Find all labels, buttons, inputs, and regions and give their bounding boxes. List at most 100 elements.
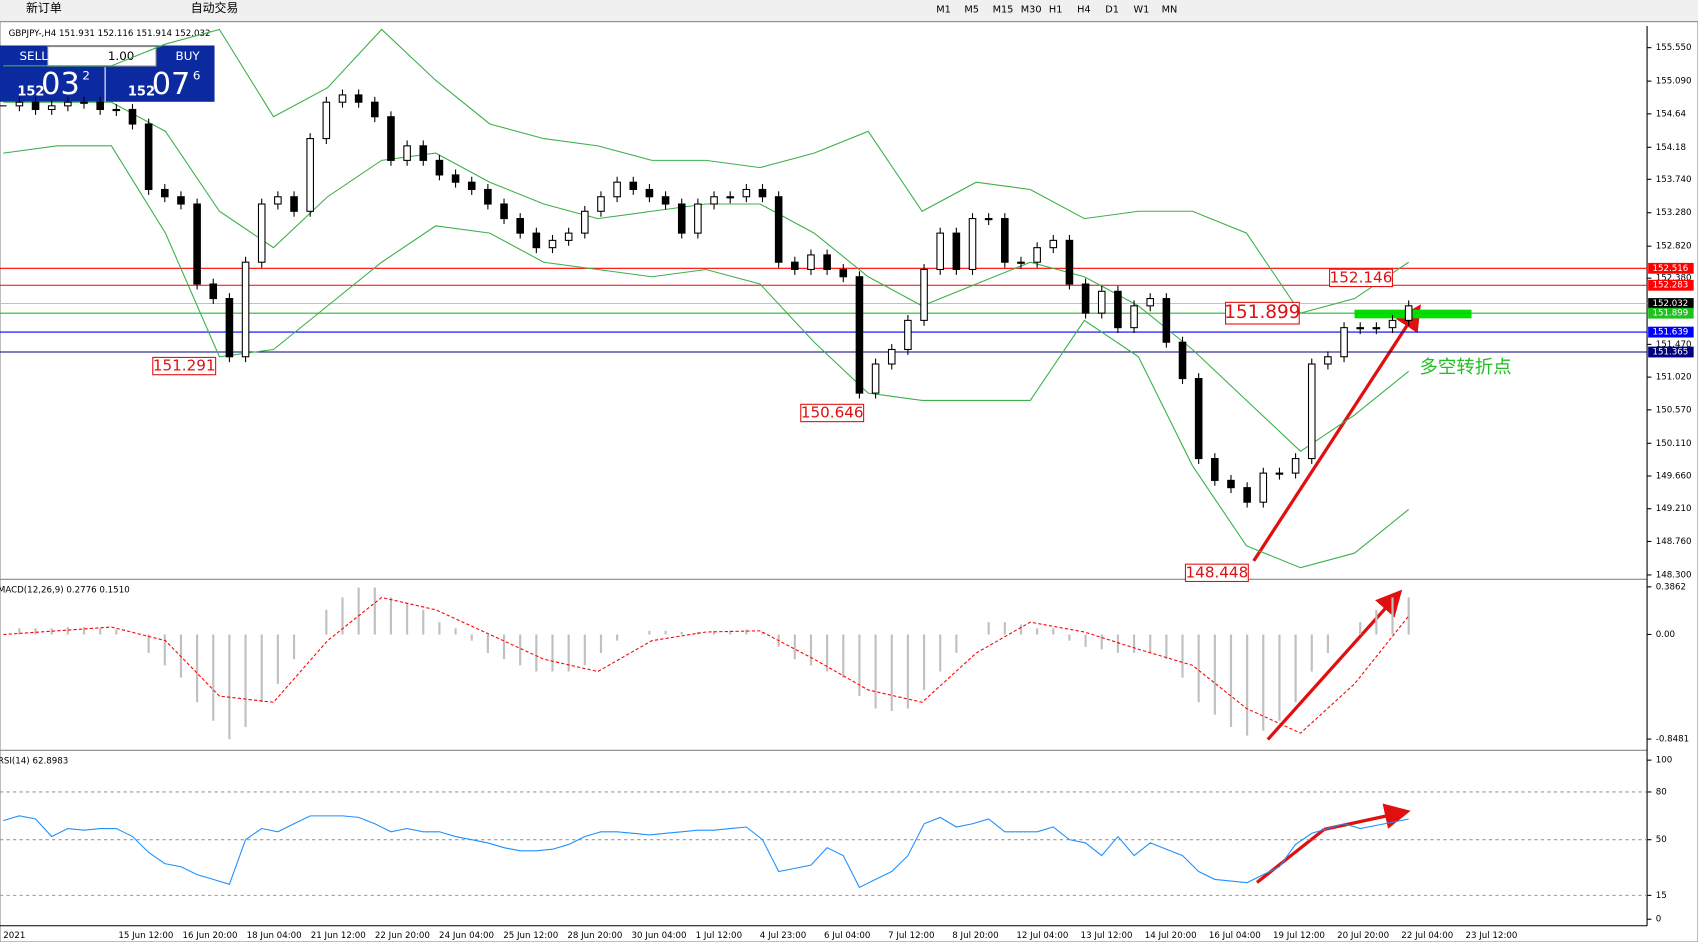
y-tick-label: 149.210 (1656, 504, 1692, 514)
candle (1001, 218, 1009, 263)
candle (564, 232, 573, 241)
buy-price[interactable]: 152 (128, 85, 155, 100)
candle (936, 232, 944, 271)
lot-size[interactable]: 1.00 (108, 49, 135, 63)
candle (1227, 479, 1235, 489)
y-tick-label: 153.280 (1656, 208, 1692, 218)
candle (144, 123, 153, 191)
timeframe-button[interactable]: M15 (993, 5, 1014, 16)
candle (225, 298, 234, 358)
candle (1211, 458, 1219, 481)
candle (758, 188, 767, 198)
y-tick-label: 151.470 (1656, 340, 1692, 350)
middle-line (3, 101, 1410, 452)
price-callout-label: 148.448 (1186, 563, 1249, 581)
x-tick-label: 15 Jun 12:00 (118, 931, 173, 941)
candle (435, 159, 444, 176)
x-tick-label: 6 Jul 04:00 (824, 931, 870, 941)
candle (581, 210, 589, 234)
x-tick-label: 22 Jul 04:00 (1401, 931, 1453, 941)
x-tick-label: 1 Jul 12:00 (696, 931, 742, 941)
candle (112, 108, 121, 112)
x-tick-label: 8 Jul 20:00 (952, 931, 998, 941)
candle (1404, 305, 1413, 321)
candle (64, 101, 72, 107)
candle (984, 218, 993, 221)
candle (726, 196, 734, 199)
y-tick-label: 154.18 (1656, 143, 1686, 153)
candle (500, 203, 508, 220)
candle (823, 254, 831, 271)
candle (209, 283, 218, 300)
x-tick-label: 13 Jul 12:00 (1081, 931, 1133, 941)
buy-button[interactable]: BUY (176, 49, 201, 63)
candle (1243, 487, 1251, 503)
candle (855, 276, 864, 394)
price-level-box (1648, 346, 1694, 358)
timeframe-button[interactable]: M5 (964, 5, 979, 16)
y-tick-label: 148.760 (1656, 537, 1692, 547)
x-tick-label: 12 Jul 04:00 (1016, 931, 1068, 941)
timeframe-button[interactable]: MN (1162, 5, 1178, 16)
sell-button[interactable]: SELL (20, 49, 49, 63)
timeframe-button[interactable]: M30 (1021, 5, 1042, 16)
candle (467, 181, 476, 191)
candle (96, 101, 104, 111)
x-tick-label: 7 Jul 12:00 (888, 931, 934, 941)
candle (677, 203, 686, 234)
candle (1275, 472, 1284, 475)
candle (1065, 239, 1074, 285)
price-level-box (1648, 307, 1694, 319)
price-level-label: 152.032 (1652, 299, 1688, 309)
upper-line (3, 28, 1409, 314)
candle (1356, 327, 1365, 330)
rsi-line (3, 815, 1409, 889)
candle (1114, 290, 1122, 329)
candle (532, 232, 541, 249)
buy-price[interactable]: 6 (193, 68, 201, 82)
signal-line (3, 596, 1410, 734)
x-tick-label: 23 Jul 12:00 (1465, 931, 1517, 941)
timeframe-button[interactable]: H4 (1077, 5, 1091, 16)
timeframe-button[interactable]: M1 (936, 5, 951, 16)
indicator-title: RSI(14) 62.8983 (0, 757, 68, 767)
candle (1194, 378, 1203, 460)
toolbar-button[interactable]: 新订单 (26, 1, 62, 15)
y-tick-label: 0.3862 (1656, 582, 1686, 592)
sell-price[interactable]: 2 (82, 68, 90, 82)
price-callout (1329, 268, 1393, 288)
candle (548, 239, 557, 249)
toolbar-button[interactable]: 自动交易 (191, 1, 239, 15)
timeframe-button[interactable]: W1 (1133, 5, 1149, 16)
candle (177, 196, 185, 205)
lot-input[interactable] (47, 46, 157, 67)
timeframe-button[interactable]: D1 (1105, 5, 1119, 16)
price-callout (800, 403, 865, 423)
x-tick-label: Jun 2021 (0, 931, 25, 941)
candle (1178, 341, 1187, 380)
buy-price[interactable]: 07 (152, 67, 191, 102)
x-tick-label: 30 Jun 04:00 (632, 931, 687, 941)
highlight-bar (1354, 309, 1472, 319)
candle (807, 254, 815, 271)
y-tick-label: 155.550 (1656, 43, 1692, 53)
candle (80, 101, 88, 104)
price-callout (1225, 301, 1300, 325)
candle (1017, 261, 1025, 264)
price-callout-label: 152.146 (1330, 268, 1393, 286)
y-tick-label: 150.570 (1656, 405, 1692, 415)
y-tick-label: 0 (1656, 915, 1662, 925)
y-tick-label: 80 (1656, 787, 1667, 797)
candle (322, 101, 331, 140)
timeframe-button[interactable]: H1 (1049, 5, 1063, 16)
sell-price[interactable]: 03 (41, 67, 80, 102)
x-tick-label: 18 Jun 04:00 (247, 931, 302, 941)
x-tick-label: 16 Jul 04:00 (1209, 931, 1261, 941)
price-callout (1184, 563, 1249, 583)
y-tick-label: 155.090 (1656, 77, 1692, 87)
candle (1049, 239, 1058, 249)
lower-line (3, 145, 1410, 569)
sell-price[interactable]: 152 (17, 85, 44, 100)
y-tick-label: 153.740 (1656, 175, 1692, 185)
